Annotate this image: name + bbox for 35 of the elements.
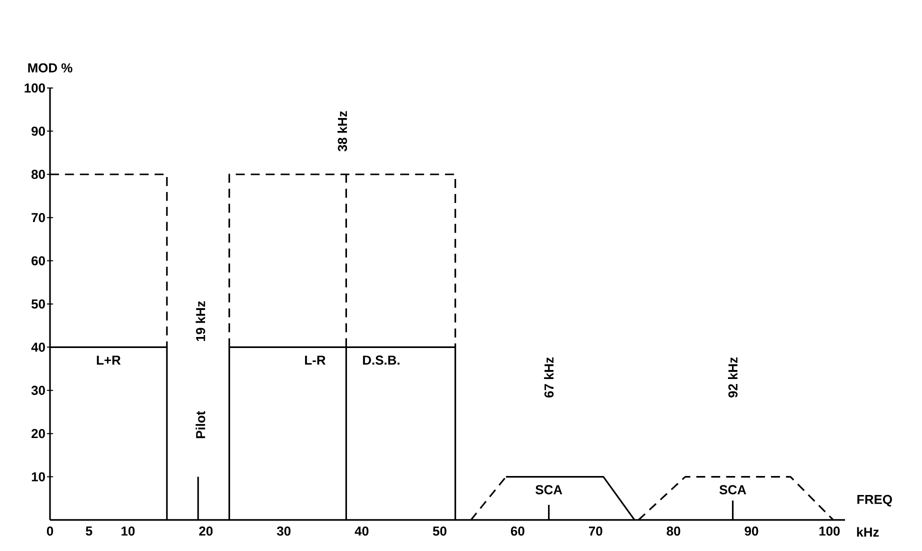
annotation: 92 kHz — [728, 357, 738, 398]
x-tick-label: 40 — [354, 526, 368, 536]
annotation: D.S.B. — [363, 356, 400, 365]
y-tick-label: 90 — [32, 126, 45, 136]
x-axis-title: FREQ — [857, 494, 892, 506]
annotation: SCA — [536, 485, 562, 494]
x-tick-label: 60 — [510, 526, 524, 536]
x-tick-label: 90 — [744, 526, 758, 536]
annotation: L-R — [305, 356, 326, 365]
y-tick-label: 40 — [31, 342, 45, 352]
y-tick-label: 100 — [24, 83, 45, 93]
annotation: 38 kHz — [338, 111, 348, 152]
y-tick-label: 30 — [31, 386, 45, 395]
x-tick-label: 100 — [819, 526, 840, 536]
y-tick-label: 80 — [31, 170, 45, 179]
annotation: SCA — [719, 485, 746, 494]
x-tick-label: 5 — [86, 526, 92, 536]
annotation: Pilot — [196, 411, 206, 438]
x-tick-label: 10 — [122, 526, 135, 536]
annotation: 67 kHz — [544, 357, 554, 398]
y-tick-label: 20 — [32, 428, 45, 438]
x-tick-label: 80 — [666, 526, 680, 536]
annotation: 19 kHz — [196, 301, 206, 341]
y-tick-label: 70 — [32, 212, 45, 222]
y-tick-label: 10 — [32, 472, 45, 482]
y-axis-title: MOD % — [28, 63, 72, 72]
annotation: L+R — [96, 356, 121, 365]
y-tick-label: 50 — [31, 299, 45, 309]
x-tick-label: 0 — [46, 526, 54, 536]
x-tick-label: 50 — [432, 526, 446, 536]
x-tick-label: 20 — [199, 526, 213, 536]
x-tick-label: 70 — [588, 526, 602, 536]
x-tick-label: 30 — [276, 526, 291, 536]
y-tick-label: 60 — [32, 256, 45, 266]
text: kHz — [857, 527, 879, 537]
